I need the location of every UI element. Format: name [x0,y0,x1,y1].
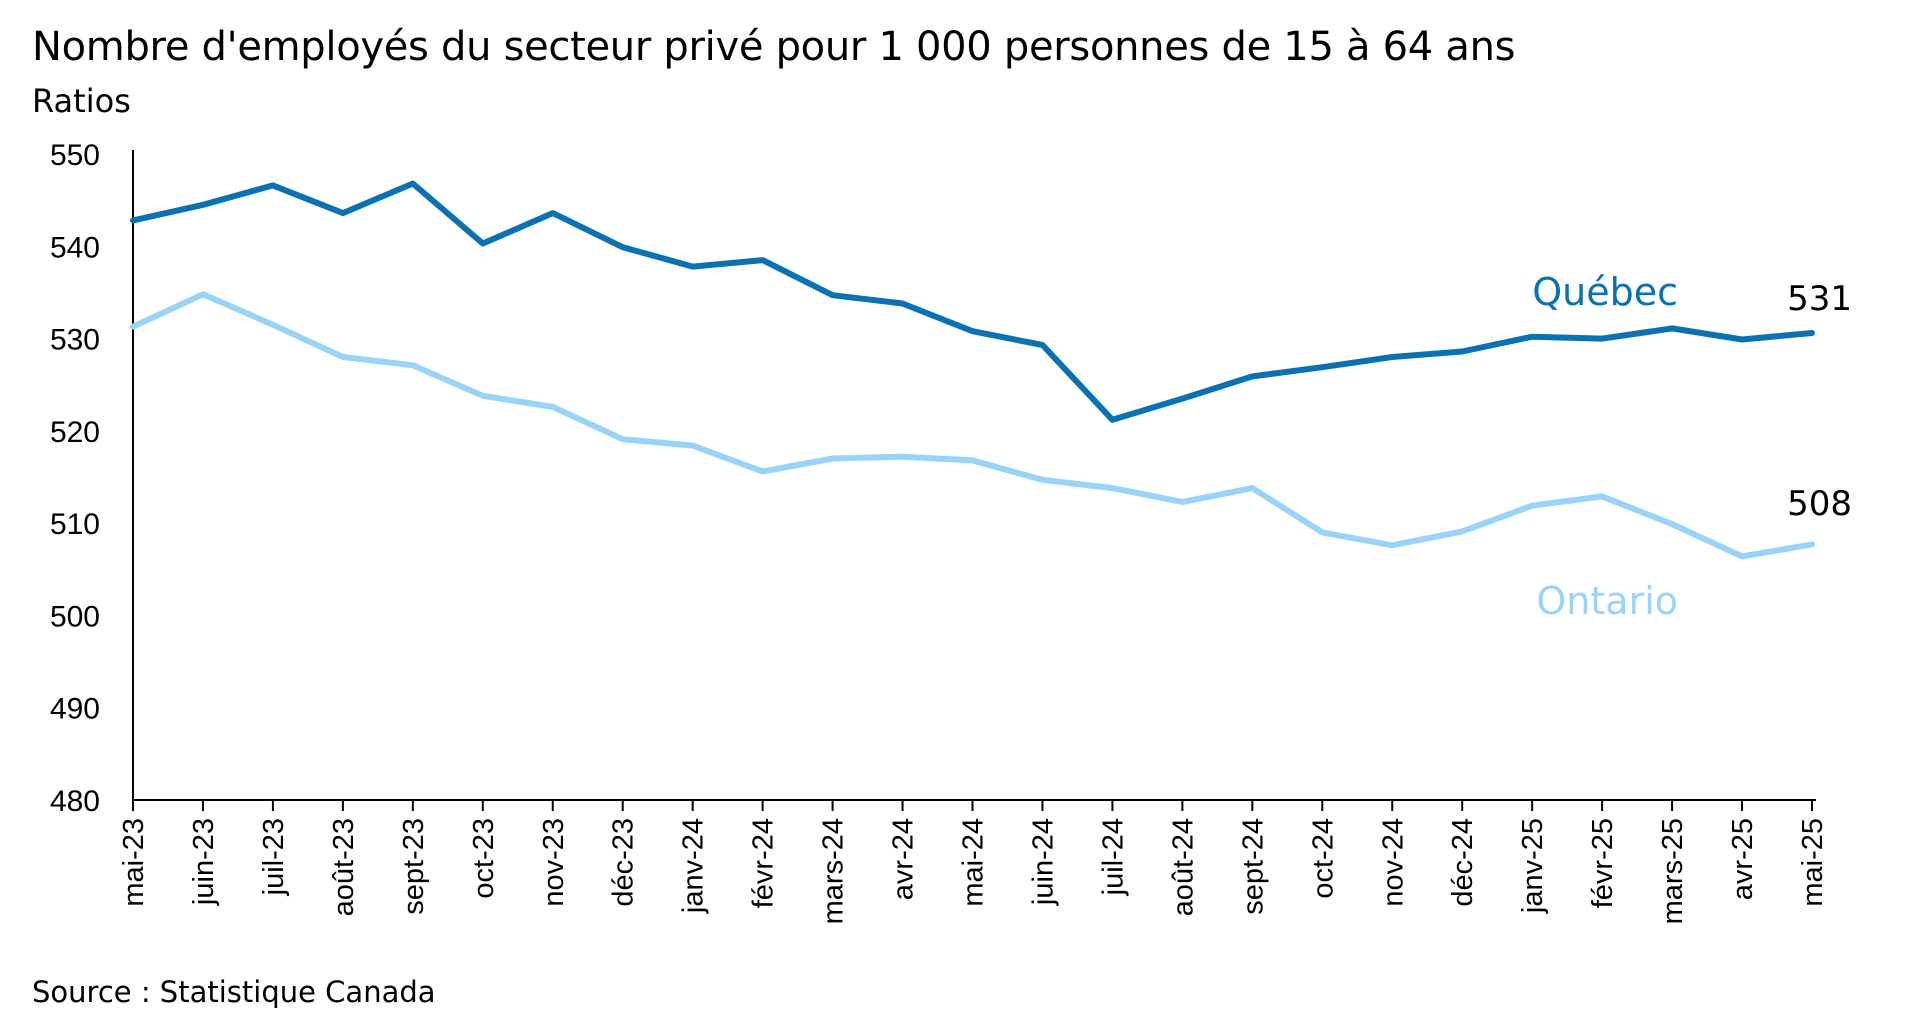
y-tick-label: 520 [50,416,100,449]
x-tick-label: avr-24 [888,818,920,900]
x-tick-label: nov-24 [1377,818,1409,907]
x-tick-label: mai-23 [118,818,150,907]
y-tick-label: 490 [50,693,100,726]
x-tick-label: janv-24 [678,818,710,914]
y-tick-label: 500 [50,600,100,633]
source-note: Source : Statistique Canada [32,975,436,1009]
y-ticks: 480 490 500 510 520 530 540 550 [50,139,100,818]
end-value-quebec: 531 [1787,279,1852,319]
x-tick-label: oct-23 [468,818,500,899]
x-tick-label: mars-25 [1657,818,1689,924]
x-tick-label: févr-24 [748,818,780,908]
series-labels: Québec Ontario 531 508 [1532,270,1852,623]
series-name-quebec: Québec [1532,270,1678,314]
axes [132,150,1816,801]
x-tick-label: déc-23 [608,818,640,907]
y-tick-label: 530 [50,324,100,357]
y-tick-label: 540 [50,231,100,264]
end-value-ontario: 508 [1787,484,1852,524]
x-tick-label: juil-24 [1097,818,1129,896]
x-tick-label: août-23 [328,818,360,916]
y-axis-label: Ratios [32,82,131,120]
y-tick-label: 510 [50,508,100,541]
x-tick-label: mai-25 [1797,818,1829,907]
x-tick-label: juin-23 [188,818,220,906]
x-tick-label: juin-24 [1027,818,1059,906]
y-tick-label: 480 [50,785,100,818]
y-tick-label: 550 [50,139,100,172]
x-tick-label: févr-25 [1587,818,1619,908]
chart-title: Nombre d'employés du secteur privé pour … [32,24,1516,70]
x-tick-label: déc-24 [1447,818,1479,907]
series-name-ontario: Ontario [1536,579,1678,623]
x-tick-label: mars-24 [818,818,850,924]
x-tick-label: juil-23 [258,818,290,896]
series-lines [130,180,1815,560]
series-line-qubec [130,180,1815,423]
x-tick-label: sept-24 [1237,818,1269,915]
x-ticks: mai-23 juin-23 juil-23 août-23 sept-23 oct-23… [118,800,1829,924]
x-tick-label: sept-23 [398,818,430,915]
x-tick-label: août-24 [1167,818,1199,916]
x-tick-label: janv-25 [1517,818,1549,914]
x-tick-label: avr-25 [1727,818,1759,900]
x-tick-label: nov-23 [538,818,570,907]
x-tick-label: mai-24 [958,818,990,907]
series-line-ontario [130,291,1815,560]
x-tick-label: oct-24 [1307,818,1339,899]
